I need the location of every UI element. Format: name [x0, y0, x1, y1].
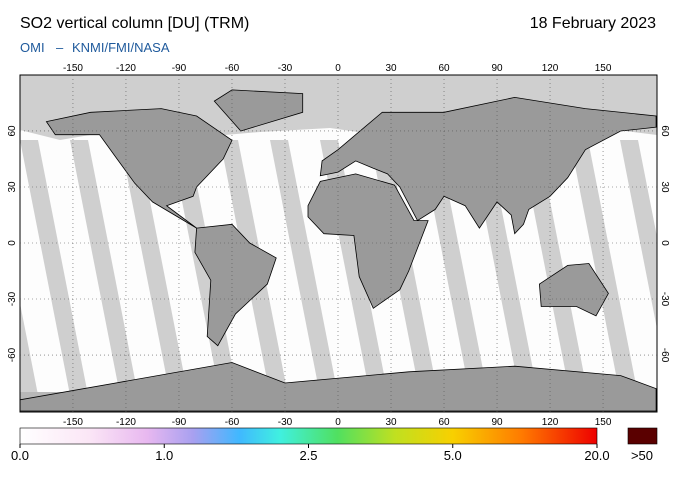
swath-gap: [620, 140, 657, 329]
colorbar-label: 20.0: [584, 448, 609, 463]
lon-label-top: 60: [438, 63, 450, 74]
colorbar-overflow: [627, 427, 658, 445]
overflow-label: >50: [631, 448, 653, 463]
lat-label-right: 0: [659, 240, 670, 246]
landmass: [319, 96, 657, 235]
landmass: [213, 89, 304, 132]
colorbar-label: 0.0: [11, 448, 29, 463]
lon-label-bottom: 150: [595, 417, 612, 428]
lon-label-top: 30: [385, 63, 397, 74]
lat-label-left: -60: [7, 347, 18, 362]
swath-gap: [70, 140, 138, 395]
colorbar: [19, 427, 598, 445]
lon-label-bottom: 120: [542, 417, 559, 428]
lat-label-left: 30: [7, 181, 18, 193]
lon-label-bottom: -30: [278, 417, 293, 428]
lat-label-left: -30: [7, 291, 18, 306]
lon-label-top: -90: [172, 63, 187, 74]
lon-label-bottom: 0: [335, 417, 341, 428]
colorbar-label: 2.5: [299, 448, 317, 463]
landmass: [45, 108, 233, 229]
lon-label-top: -60: [225, 63, 240, 74]
lon-label-bottom: 90: [491, 417, 503, 428]
swath-gap: [120, 140, 188, 395]
institutions: KNMI/FMI/NASA: [72, 40, 170, 55]
lon-label-top: -150: [63, 63, 83, 74]
instrument: OMI: [20, 40, 45, 55]
lon-label-top: -120: [116, 63, 136, 74]
lon-label-top: 90: [491, 63, 503, 74]
lon-label-bottom: 30: [385, 417, 397, 428]
swath-gap: [570, 140, 638, 395]
lon-label-bottom: 60: [438, 417, 450, 428]
lat-label-right: 30: [659, 181, 670, 193]
lon-label-top: 150: [595, 63, 612, 74]
lat-label-right: -60: [659, 348, 670, 363]
lon-label-top: 120: [542, 63, 559, 74]
map: [20, 75, 657, 412]
colorbar-label: 1.0: [155, 448, 173, 463]
lat-label-left: 60: [7, 125, 18, 137]
landmass: [194, 223, 277, 347]
lon-label-bottom: -90: [172, 417, 187, 428]
landmass: [538, 263, 609, 317]
swath-gap: [270, 140, 338, 395]
lon-label-bottom: -60: [225, 417, 240, 428]
swath-gap: [20, 303, 38, 395]
lat-label-right: -30: [659, 292, 670, 307]
separator: –: [56, 40, 64, 55]
lat-label-left: 0: [7, 240, 18, 246]
map-frame: [19, 74, 658, 413]
lon-label-bottom: -150: [63, 417, 83, 428]
swath-gap: [20, 140, 88, 395]
date: 18 February 2023: [530, 15, 656, 32]
lon-label-top: 0: [335, 63, 341, 74]
lat-label-right: 60: [659, 125, 670, 137]
lon-label-bottom: -120: [116, 417, 136, 428]
lon-label-top: -30: [278, 63, 293, 74]
colorbar-label: 5.0: [444, 448, 462, 463]
title: SO2 vertical column [DU] (TRM): [20, 15, 249, 32]
